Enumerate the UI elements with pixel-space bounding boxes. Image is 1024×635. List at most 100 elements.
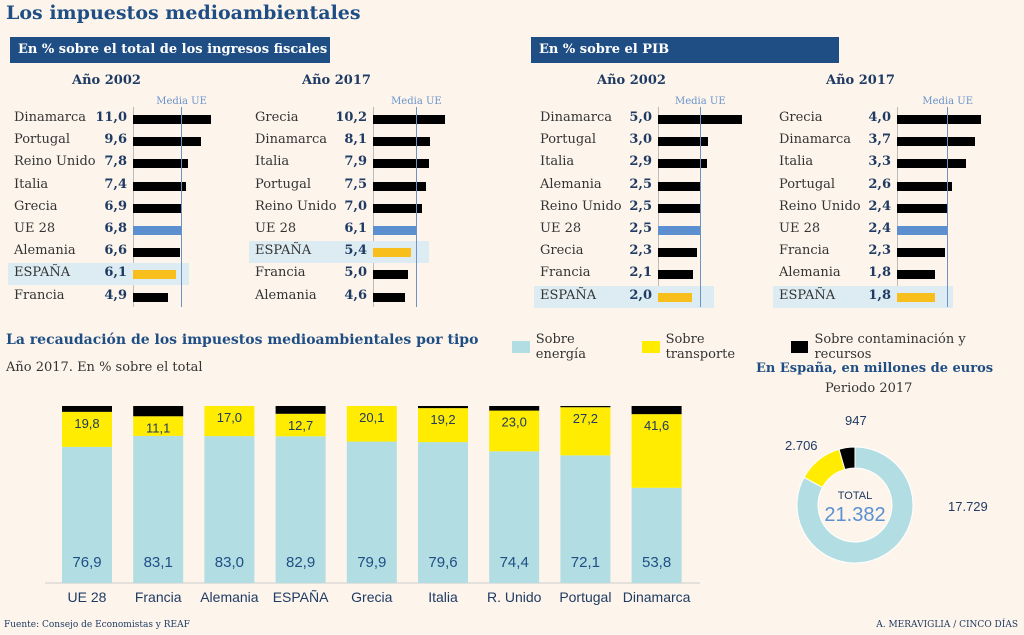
transport-value-label: 17,0 [217,410,242,425]
donut-slice-label: 947 [845,413,867,428]
stacked-subtitle: Año 2017. En % sobre el total [6,360,203,375]
media-ue-label: Media UE [391,96,442,107]
bar [373,115,445,124]
donut-chart: 17.729 2.706 947 TOTAL 21.382 [785,413,988,564]
bar [133,248,180,258]
bar-value-label: 5,0 [629,110,652,125]
bar [658,137,709,147]
panel-title: Año 2017 [826,73,895,88]
donut-slice-label: 2.706 [785,438,818,453]
bar-category-label: Alemania [779,265,841,281]
bar-category-label: Alemania [540,176,602,192]
bar-value-label: 2,4 [868,221,891,236]
bar-value-label: 2,5 [629,176,652,192]
stack-segment [346,406,397,442]
stack-segment [275,436,326,583]
panel-title: Año 2002 [72,73,141,88]
bar [133,115,212,124]
bar [658,203,700,213]
legend-item: Sobre transporte [641,332,777,362]
bar-value-label: 2,5 [629,221,652,236]
energy-value-label: 83,1 [144,554,173,571]
stack-segment [62,406,112,412]
bar-category-label: Italia [255,154,290,170]
stacked-bar-chart: 76,9 19,8 UE 28 83,1 11,1 Francia 83,0 17,0 Alem… [45,406,700,605]
donut-slice [796,446,914,564]
transport-value-label: 41,6 [644,418,669,433]
bar-category-label: UE 28 [779,221,821,236]
stack-segment [275,413,326,437]
bar-value-label: 7,5 [344,176,367,192]
bar-category-label: Italia [14,176,49,192]
stack-segment [489,410,540,452]
energy-value-label: 76,9 [72,554,101,571]
transport-value-label: 11,1 [146,420,170,435]
bar-category-label: Portugal [779,176,836,192]
bar-value-label: 1,8 [868,287,891,303]
bar-category-label: Reino Unido [255,198,337,214]
media-ue-label: Media UE [675,96,726,107]
page-title: Los impuestos medioambientales [6,2,361,24]
bar [133,270,177,280]
energy-value-label: 83,0 [215,554,244,571]
transport-value-label: 19,8 [74,416,99,431]
stack-segment [418,408,468,443]
bar-category-label: Francia [255,265,306,281]
bar-category-label: Grecia [14,198,58,214]
bar [133,137,202,147]
bar [658,159,707,169]
bar-value-label: 2,1 [629,265,652,281]
energy-value-label: 82,9 [286,554,315,571]
bar-value-label: 2,5 [629,198,652,214]
bar [897,159,967,169]
bar [897,203,948,213]
bar-value-label: 3,0 [629,132,652,148]
donut-subtitle: Periodo 2017 [825,381,913,396]
bar-category-label: Francia [779,243,830,259]
stack-segment [204,436,255,583]
bar [897,248,946,258]
bar [897,137,975,147]
spain-highlight [534,285,714,308]
stack-segment [418,406,468,409]
bar-category-label: Portugal [540,132,597,148]
bar-category-label: ESPAÑA [540,287,597,303]
bar-category-label: Grecia [779,110,823,125]
bar-value-label: 2,3 [629,243,652,259]
bar [373,159,429,169]
bar-category-label: Italia [540,154,575,170]
bar-value-label: 7,9 [344,154,367,170]
bar-value-label: 6,1 [344,221,367,236]
bar [133,203,182,213]
bar-category-label: Grecia [255,110,299,125]
credit: A. MERAVIGLIA / CINCO DÍAS [876,620,1018,630]
bar [133,159,189,169]
bar [897,226,948,235]
panel-title: Año 2002 [597,73,666,88]
bar-value-label: 3,3 [868,154,891,170]
legend-swatch [641,341,660,353]
bar [133,292,168,302]
bar [658,292,692,302]
bar [133,226,182,235]
bar [133,181,186,191]
bar-category-label: Portugal [255,176,312,192]
bar-category-label: UE 28 [540,221,582,236]
category-label: Francia [135,589,182,605]
bar-category-label: UE 28 [14,221,56,236]
legend-swatch [512,341,530,353]
category-label: Portugal [559,589,611,605]
category-label: UE 28 [68,589,107,605]
legend-label: Sobre transporte [665,332,736,362]
bar-value-label: 7,8 [104,154,127,170]
bar-value-label: 1,8 [868,265,891,281]
legend-label: Sobre energía [535,332,586,362]
category-label: Alemania [200,589,259,605]
bar [658,270,694,280]
bar-category-label: Dinamarca [14,110,87,125]
donut-slice-label: 17.729 [948,499,988,514]
stack-segment [418,442,468,583]
transport-value-label: 23,0 [502,415,527,430]
bar-category-label: ESPAÑA [14,265,71,281]
media-ue-label: Media UE [922,96,974,107]
